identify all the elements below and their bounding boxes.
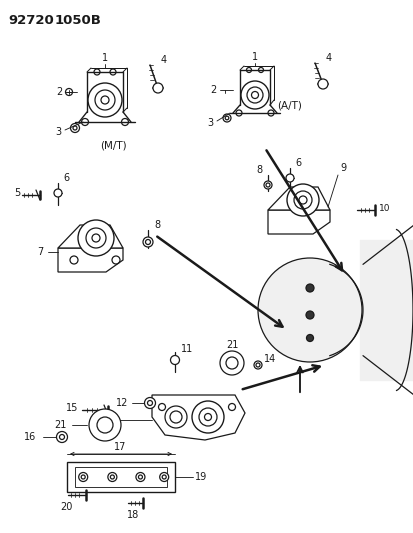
Text: 4: 4 xyxy=(325,53,331,63)
Circle shape xyxy=(219,351,243,375)
Text: (A/T): (A/T) xyxy=(277,100,302,110)
Text: (M/T): (M/T) xyxy=(100,140,126,150)
Text: 17: 17 xyxy=(114,442,126,452)
Circle shape xyxy=(263,181,271,189)
Circle shape xyxy=(254,361,261,369)
Text: 1050B: 1050B xyxy=(55,14,102,27)
Circle shape xyxy=(240,81,268,109)
Circle shape xyxy=(78,472,88,481)
Text: 13: 13 xyxy=(92,415,104,425)
Text: 3: 3 xyxy=(206,118,213,128)
Text: 11: 11 xyxy=(180,344,192,354)
Text: 14: 14 xyxy=(263,354,275,364)
Text: 20: 20 xyxy=(59,502,72,512)
Circle shape xyxy=(78,220,114,256)
Circle shape xyxy=(88,83,122,117)
Text: 1: 1 xyxy=(252,52,257,62)
Circle shape xyxy=(135,472,145,481)
Text: 12: 12 xyxy=(116,398,128,408)
Circle shape xyxy=(305,311,313,319)
Text: 21: 21 xyxy=(225,340,237,350)
Polygon shape xyxy=(58,225,123,248)
Text: 2: 2 xyxy=(56,87,62,97)
Polygon shape xyxy=(267,210,329,234)
Bar xyxy=(75,467,166,487)
Text: 3: 3 xyxy=(55,127,61,137)
Circle shape xyxy=(170,356,179,365)
Text: 7: 7 xyxy=(37,247,43,257)
Text: 2: 2 xyxy=(209,85,216,95)
Text: 19: 19 xyxy=(195,472,206,482)
Text: 15: 15 xyxy=(66,403,78,413)
Circle shape xyxy=(89,409,121,441)
Circle shape xyxy=(286,184,318,216)
Circle shape xyxy=(142,237,153,247)
Circle shape xyxy=(257,258,361,362)
Text: 8: 8 xyxy=(255,165,261,175)
Text: 16: 16 xyxy=(24,432,36,442)
Text: 18: 18 xyxy=(126,510,139,520)
Circle shape xyxy=(285,174,293,182)
Circle shape xyxy=(165,406,187,428)
Text: 6: 6 xyxy=(294,158,300,168)
Text: 10: 10 xyxy=(378,204,390,213)
Text: 1: 1 xyxy=(102,53,108,63)
Circle shape xyxy=(153,83,163,93)
Text: 92720: 92720 xyxy=(8,14,54,27)
Text: 4: 4 xyxy=(161,55,167,65)
Text: 5: 5 xyxy=(14,188,20,198)
Circle shape xyxy=(192,401,223,433)
Text: 21: 21 xyxy=(54,420,66,430)
Circle shape xyxy=(144,398,155,408)
Text: 6: 6 xyxy=(63,173,69,183)
Circle shape xyxy=(317,79,327,89)
Circle shape xyxy=(305,284,313,292)
Bar xyxy=(67,462,175,492)
Circle shape xyxy=(306,335,313,342)
Circle shape xyxy=(54,189,62,197)
Circle shape xyxy=(56,432,67,442)
Polygon shape xyxy=(152,395,244,440)
Text: 9: 9 xyxy=(339,163,345,173)
Circle shape xyxy=(108,472,116,481)
Polygon shape xyxy=(267,187,329,210)
Polygon shape xyxy=(58,248,123,272)
Circle shape xyxy=(159,472,168,481)
Text: 8: 8 xyxy=(154,220,160,230)
